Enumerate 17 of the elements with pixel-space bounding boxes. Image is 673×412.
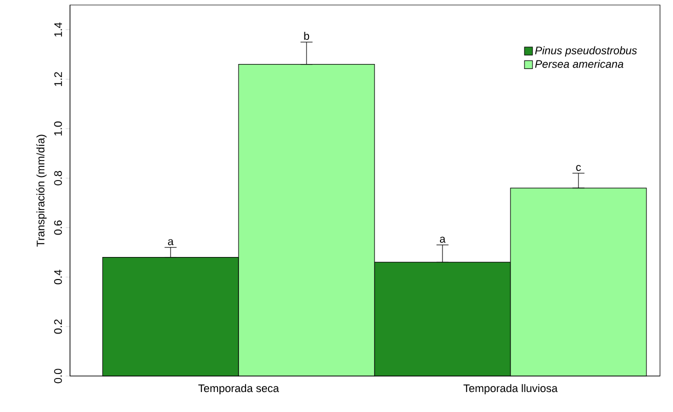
y-tick-label: 0.4 (54, 270, 62, 284)
legend-label: Pinus pseudostrobus (535, 46, 637, 56)
annotation: a (168, 239, 174, 246)
y-tick-label: 0.6 (54, 220, 62, 235)
y-tick-label: 1.0 (54, 121, 62, 136)
legend-label: Persea americana (535, 60, 624, 68)
x-tick-label: Temporada seca (198, 384, 280, 394)
y-tick-label: 0.0 (54, 368, 62, 384)
annotation: a (440, 236, 446, 243)
y-tick-label: 1.2 (54, 72, 62, 86)
y-tick-label: 0.8 (54, 171, 62, 186)
annotation: c (576, 164, 581, 171)
y-axis-title: Transpiración (mm/día) (36, 134, 47, 247)
y-tick-label: 1.4 (54, 22, 62, 37)
y-tick-label: 0.2 (54, 319, 62, 334)
annotation: b (304, 32, 310, 40)
x-tick-label: Temporada lluviosa (464, 384, 558, 394)
